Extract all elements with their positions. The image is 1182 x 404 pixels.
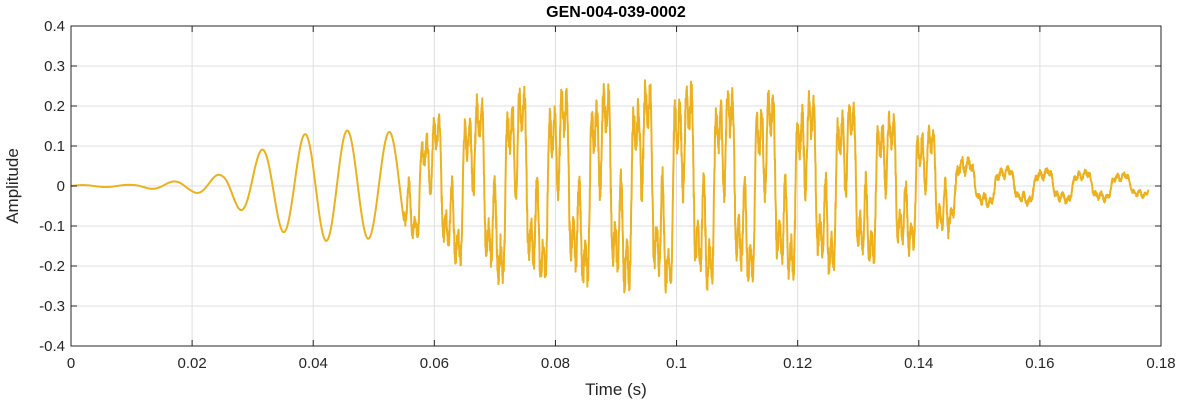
y-tick-label: -0.3	[39, 298, 65, 315]
y-axis-ticks: -0.4 -0.3 -0.2 -0.1 0 0.1 0.2 0.3 0.4	[39, 18, 1161, 355]
y-tick-label: 0.4	[44, 18, 65, 35]
x-tick-label: 0.12	[783, 355, 812, 372]
x-tick-label: 0.16	[1025, 355, 1054, 372]
x-tick-label: 0.14	[904, 355, 933, 372]
x-tick-label: 0.08	[541, 355, 570, 372]
plot-area	[70, 79, 1150, 294]
y-tick-label: 0	[57, 178, 65, 195]
x-tick-label: 0.02	[178, 355, 207, 372]
grid	[70, 25, 1162, 347]
y-tick-label: -0.2	[39, 258, 65, 275]
x-tick-label: 0.04	[299, 355, 328, 372]
chart-title: GEN-004-039-0002	[546, 4, 686, 21]
y-tick-label: 0.3	[44, 58, 65, 75]
waveform-series-line	[70, 79, 1150, 294]
x-axis-label: Time (s)	[585, 380, 647, 399]
y-tick-label: -0.4	[39, 338, 65, 355]
x-axis-ticks: 0 0.02 0.04 0.06 0.08 0.1 0.12 0.14 0.16 0.18	[67, 26, 1176, 372]
y-tick-label: 0.2	[44, 98, 65, 115]
y-axis-label: Amplitude	[3, 148, 22, 224]
x-tick-label: 0	[67, 355, 75, 372]
y-tick-label: -0.1	[39, 218, 65, 235]
x-tick-label: 0.18	[1146, 355, 1175, 372]
y-tick-label: 0.1	[44, 138, 65, 155]
x-tick-label: 0.1	[666, 355, 687, 372]
x-tick-label: 0.06	[420, 355, 449, 372]
